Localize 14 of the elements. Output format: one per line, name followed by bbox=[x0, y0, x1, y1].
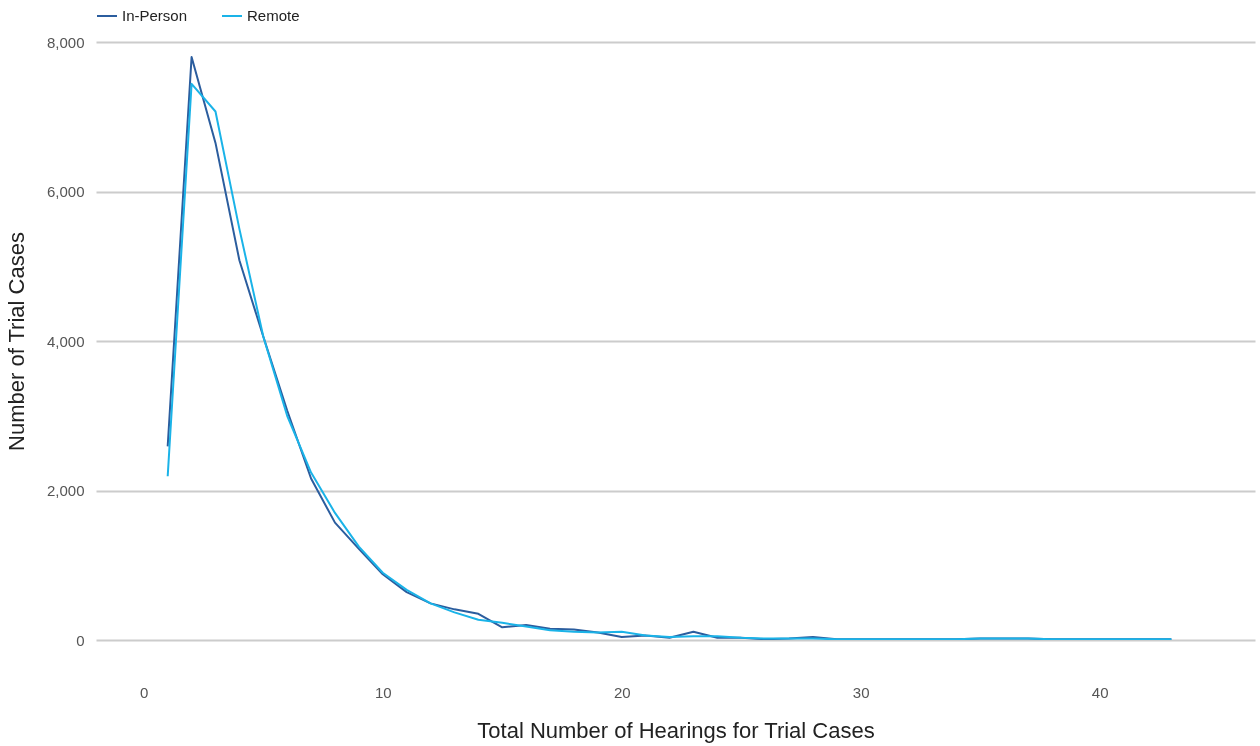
y-tick-label: 6,000 bbox=[46, 183, 85, 200]
y-tick-label: 0 bbox=[76, 631, 85, 649]
x-tick-label: 10 bbox=[374, 683, 392, 701]
x-axis-title: Total Number of Hearings for Trial Cases bbox=[477, 717, 875, 743]
x-tick-label: 30 bbox=[852, 683, 870, 701]
y-tick-label: 2,000 bbox=[46, 482, 85, 499]
y-axis-title: Number of Trial Cases bbox=[3, 232, 29, 451]
y-tick-label: 4,000 bbox=[46, 332, 85, 350]
x-tick-label: 0 bbox=[140, 683, 149, 701]
x-tick-label: 20 bbox=[613, 683, 631, 701]
legend-label: Remote bbox=[247, 7, 300, 24]
legend-label: In-Person bbox=[122, 7, 188, 24]
y-tick-label: 8,000 bbox=[46, 33, 85, 51]
x-tick-label: 40 bbox=[1091, 683, 1109, 701]
